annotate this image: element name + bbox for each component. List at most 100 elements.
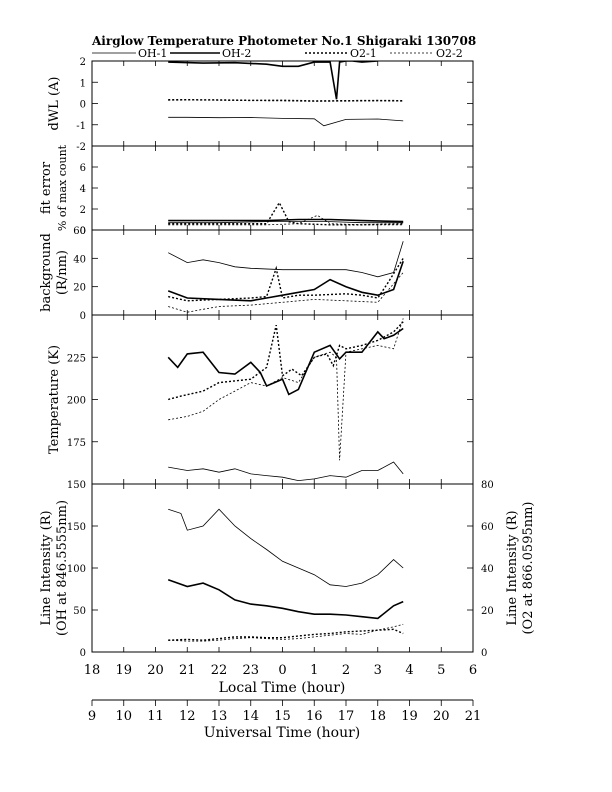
series-line-o2-1: [168, 257, 404, 302]
x-bottom-tick-label: 15: [274, 709, 291, 724]
y-axis-label-right-2: (O2 at 866.0595nm): [521, 501, 536, 634]
series-line-oh-2: [167, 327, 404, 396]
panel-5: 150 100 50 0 80 60 40 20 0: [67, 480, 494, 659]
chart-title: Airglow Temperature Photometer No.1 Shig…: [91, 34, 476, 48]
panel-frame: [91, 314, 474, 485]
panel-frame: [91, 483, 474, 653]
series-line-oh-2: [167, 260, 404, 302]
y-right-tick-label: 60: [481, 522, 494, 533]
x-bottom-tick-label: 12: [179, 709, 196, 724]
y-axis-label: Temperature (K): [47, 345, 62, 454]
series-line-o2-1: [168, 628, 404, 641]
y-axis-label: fit error: [39, 161, 54, 214]
x-bottom-tick-label: 19: [401, 709, 418, 724]
y-tick-label: 0: [80, 648, 86, 659]
x-top-tick-label: 20: [147, 663, 164, 678]
y-axis-label-2: % of max count: [56, 144, 69, 231]
y-tick-label: -1: [76, 121, 86, 132]
series-line-o2-2: [168, 272, 404, 313]
panel-frame: [91, 229, 474, 316]
y-right-tick-label: 0: [481, 648, 487, 659]
panel-2: 6 4 2 0: [80, 145, 474, 237]
y-right-tick-label: 80: [481, 480, 494, 491]
x-top-tick-label: 3: [374, 663, 382, 678]
y-axis-label: background: [39, 233, 54, 312]
y-axis-label: dWL (A): [47, 77, 62, 131]
panel-frame: [91, 145, 474, 231]
x-top-tick-label: 18: [84, 663, 101, 678]
x-bottom-tick-label: 18: [369, 709, 386, 724]
panel-4: 225 200 175 150: [67, 314, 474, 491]
series-line-oh-1: [168, 116, 404, 127]
x-top-tick-label: 6: [469, 663, 477, 678]
y-tick-label: 0: [80, 226, 86, 237]
x-bottom-tick-label: 14: [242, 709, 259, 724]
series-line-oh-1: [168, 241, 404, 278]
y-tick-label: 2: [80, 57, 86, 68]
y-tick-label: 0: [80, 100, 86, 111]
x-top-tick-label: 1: [310, 663, 318, 678]
series-line-o2-1: [168, 321, 404, 401]
y-tick-label: 225: [67, 353, 86, 364]
y-axis-label-2: (R/nm): [55, 250, 70, 295]
y-right-tick-label: 20: [481, 606, 494, 617]
series-line-o2-2: [168, 623, 404, 642]
y-tick-label: 0: [80, 311, 86, 322]
panel-3: 60 40 20 0: [73, 226, 474, 322]
y-tick-label: 150: [67, 522, 86, 533]
x-top-tick-label: 23: [242, 663, 259, 678]
series-line-o2-1: [168, 201, 404, 226]
panels: 210-1-2642060402002252001751501501005008…: [67, 57, 494, 659]
y-axis-label-2: (OH at 846.5555nm): [55, 500, 70, 636]
x-bottom-tick-label: 21: [465, 709, 482, 724]
x-top-tick-label: 4: [405, 663, 413, 678]
x-top-tick-label: 2: [342, 663, 350, 678]
x-bottom-label: Universal Time (hour): [204, 725, 361, 741]
x-bottom-tick-label: 10: [115, 709, 132, 724]
x-top-tick-label: 5: [437, 663, 445, 678]
series-line-o2-2: [168, 318, 404, 461]
legend: OH-1 OH-2 O2-1 O2-2: [92, 47, 463, 60]
y-axis-labels: dWL (A) fit error% of max countbackground…: [39, 77, 536, 637]
y-tick-label: 200: [67, 396, 86, 407]
y-tick-label: 100: [67, 564, 86, 575]
series-line-oh-1: [168, 508, 404, 587]
y-tick-label: 6: [80, 163, 86, 174]
y-right-tick-label: 40: [481, 564, 494, 575]
y-axis-label: Line Intensity (R): [39, 510, 54, 625]
x-top-label: Local Time (hour): [219, 680, 346, 696]
x-bottom-tick-label: 20: [433, 709, 450, 724]
series-line-oh-2: [168, 218, 404, 223]
legend-label-o22: O2-2: [436, 47, 463, 60]
x-bottom-tick-label: 9: [88, 709, 96, 724]
panel-frame: [91, 60, 474, 147]
y-tick-label: 20: [73, 283, 86, 294]
x-top-tick-label: 19: [115, 663, 132, 678]
x-bottom-tick-label: 16: [306, 709, 323, 724]
y-tick-label: 50: [73, 606, 86, 617]
legend-label-o21: O2-1: [350, 47, 377, 60]
x-top-tick-label: 21: [179, 663, 196, 678]
x-top-tick-label: 22: [211, 663, 228, 678]
series-line-oh-2: [167, 579, 404, 620]
series-line-o2-2: [168, 214, 404, 226]
y-tick-label: 60: [73, 226, 86, 237]
y-tick-label: 4: [80, 184, 86, 195]
legend-label-oh2: OH-2: [222, 47, 251, 60]
y-tick-label: 2: [80, 205, 86, 216]
x-ticks: 18 19 20 21 22 23 0 1 2 3 4 5 69 10 11 12 13 14 15 16 17 18 19…: [84, 663, 482, 724]
y-tick-label: 40: [73, 254, 86, 265]
legend-label-oh1: OH-1: [138, 47, 167, 60]
y-axis-label-right: Line Intensity (R): [505, 510, 520, 625]
y-tick-label: 150: [67, 480, 86, 491]
series-line-oh-2: [168, 61, 378, 100]
y-tick-label: 1: [80, 78, 86, 89]
series-line-oh-1: [168, 461, 404, 482]
series-line-oh-1: [168, 221, 404, 224]
x-bottom-tick-label: 13: [211, 709, 228, 724]
y-tick-label: 175: [67, 438, 86, 449]
x-top-tick-label: 0: [278, 663, 286, 678]
x-bottom-tick-label: 17: [338, 709, 355, 724]
panel-1: 2 1 0 -1 -2: [76, 57, 474, 153]
